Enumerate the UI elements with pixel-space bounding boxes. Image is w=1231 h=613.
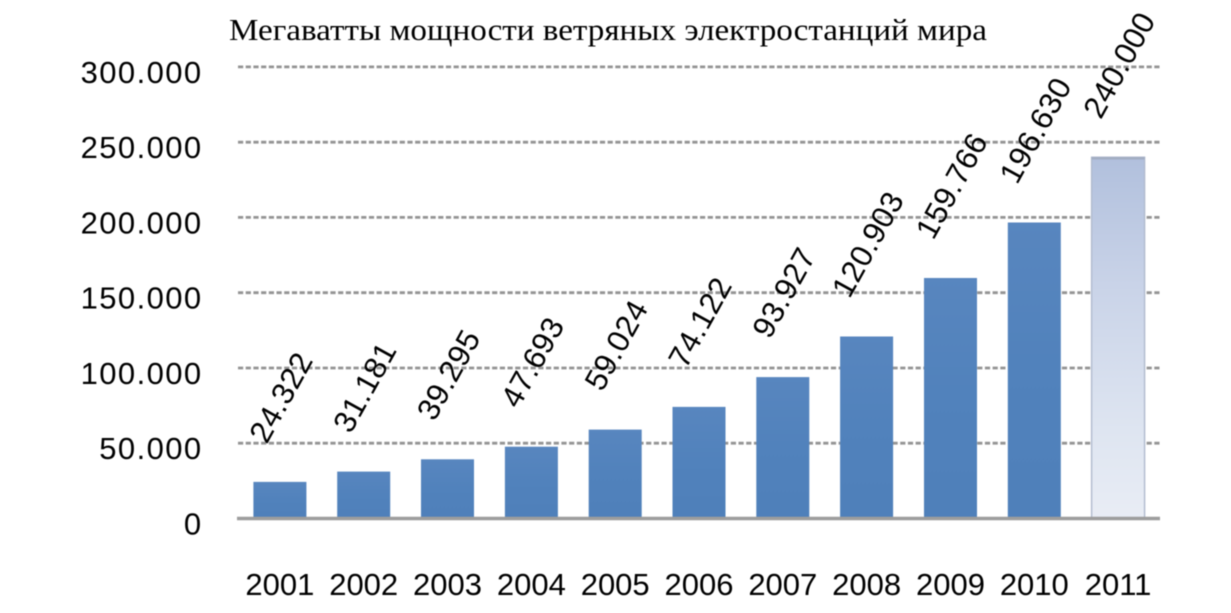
- svg-text:300.000: 300.000: [81, 55, 203, 90]
- svg-text:2008: 2008: [832, 567, 901, 602]
- svg-text:150.000: 150.000: [81, 281, 203, 316]
- svg-text:2006: 2006: [665, 567, 734, 602]
- svg-text:2002: 2002: [329, 567, 398, 602]
- svg-text:200.000: 200.000: [81, 205, 203, 240]
- svg-text:2003: 2003: [413, 567, 482, 602]
- svg-text:100.000: 100.000: [81, 356, 203, 391]
- svg-text:2005: 2005: [581, 567, 650, 602]
- svg-text:2001: 2001: [245, 567, 314, 602]
- svg-text:250.000: 250.000: [81, 130, 203, 165]
- svg-text:0: 0: [184, 507, 203, 542]
- svg-text:2010: 2010: [1000, 567, 1069, 602]
- svg-text:2007: 2007: [748, 567, 817, 602]
- svg-text:2009: 2009: [916, 567, 985, 602]
- svg-text:2004: 2004: [497, 567, 566, 602]
- svg-text:50.000: 50.000: [99, 431, 202, 466]
- svg-text:2011: 2011: [1085, 567, 1152, 602]
- svg-text:Мегаватты мощности ветряных эл: Мегаватты мощности ветряных электростанц…: [229, 13, 987, 47]
